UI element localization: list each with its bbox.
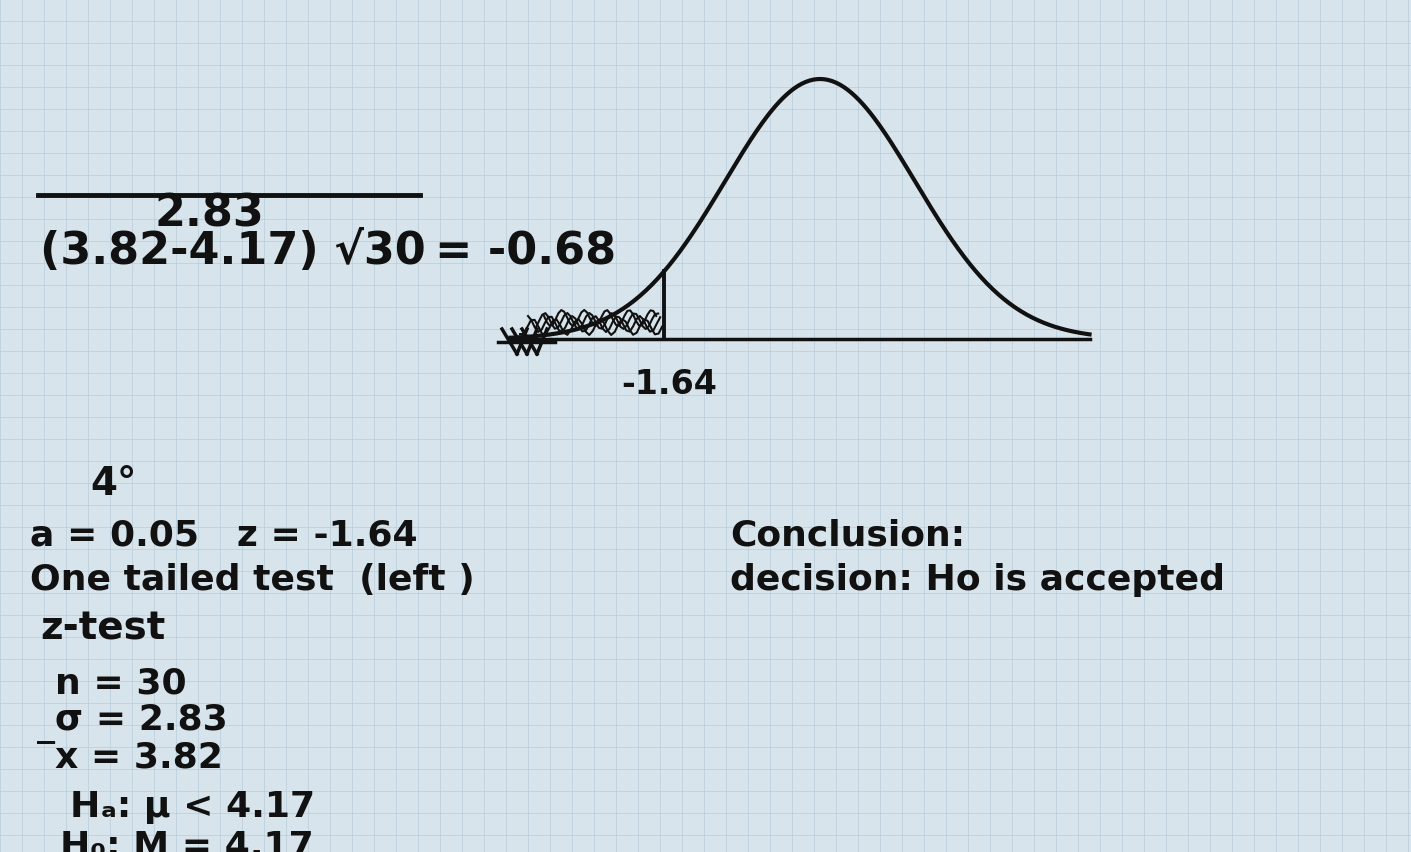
Text: ̅x = 3.82: ̅x = 3.82: [55, 740, 223, 773]
Text: Conclusion:: Conclusion:: [729, 517, 965, 551]
Text: -1.64: -1.64: [621, 367, 717, 400]
Text: One tailed test  (left ): One tailed test (left ): [30, 562, 474, 596]
Text: σ = 2.83: σ = 2.83: [55, 702, 227, 736]
Text: decision: Ho is accepted: decision: Ho is accepted: [729, 562, 1225, 596]
Text: 2.83: 2.83: [155, 192, 265, 234]
Text: z-test: z-test: [40, 609, 165, 648]
Text: a = 0.05   z = -1.64: a = 0.05 z = -1.64: [30, 517, 418, 551]
Text: = -0.68: = -0.68: [435, 230, 617, 273]
Text: Hₐ: μ < 4.17: Hₐ: μ < 4.17: [71, 789, 315, 823]
Text: (3.82-4.17) √30: (3.82-4.17) √30: [40, 230, 426, 273]
Text: n = 30: n = 30: [55, 665, 186, 699]
Text: H₀: M = 4.17: H₀: M = 4.17: [61, 829, 313, 852]
Text: 4°: 4°: [90, 464, 137, 503]
